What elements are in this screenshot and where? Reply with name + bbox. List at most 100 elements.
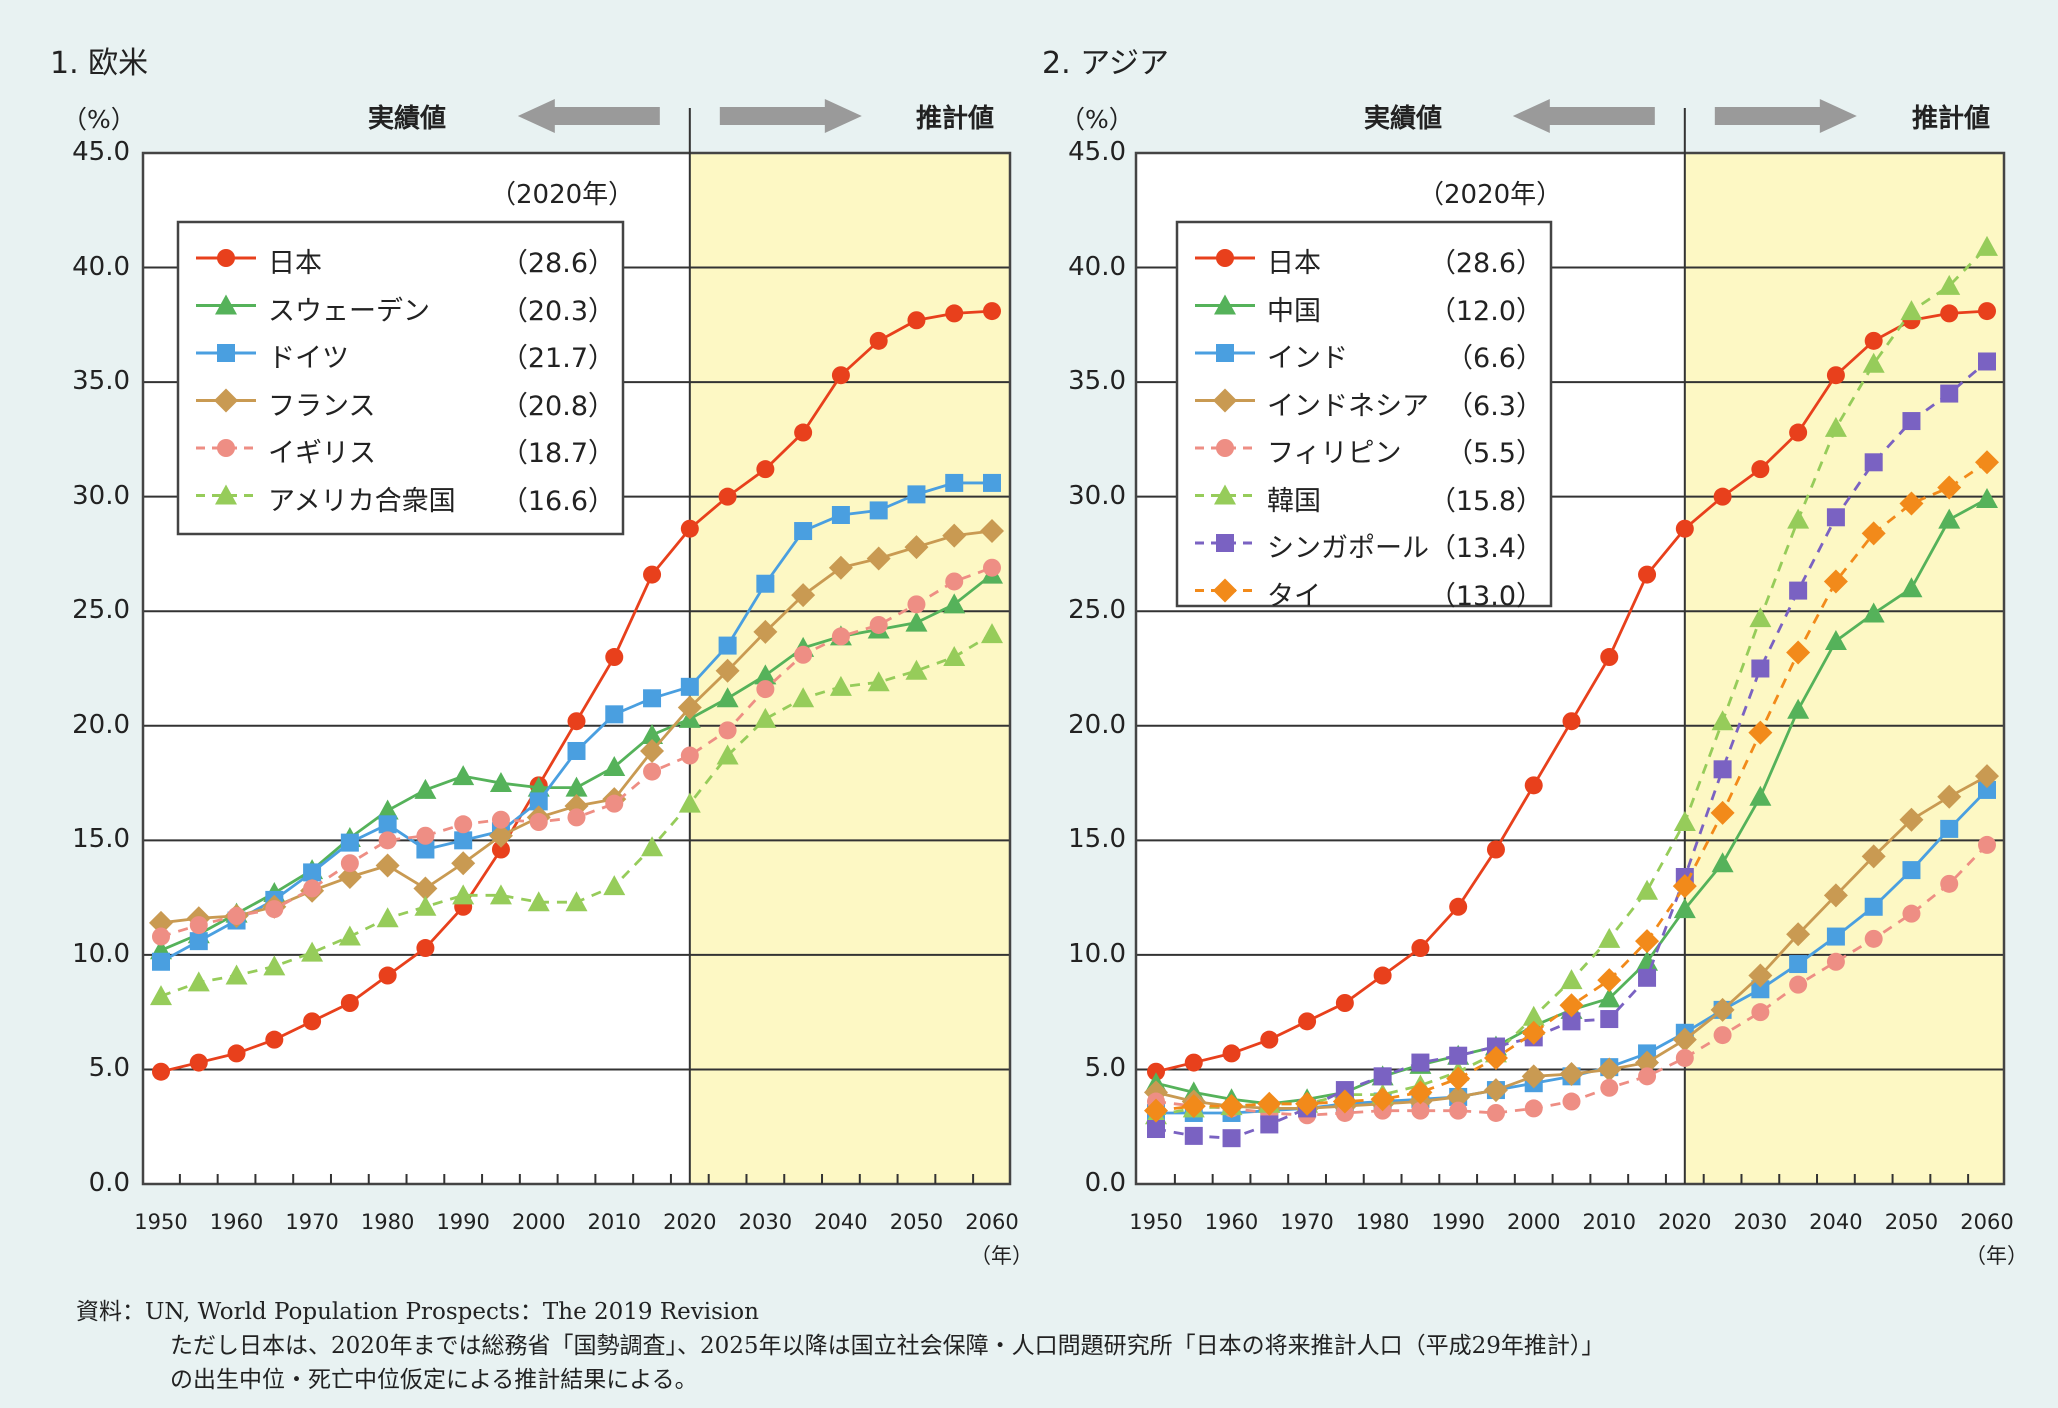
data-point — [1938, 274, 1961, 295]
y-tick-label: 20.0 — [1068, 709, 1126, 740]
data-point — [489, 884, 512, 905]
data-point — [677, 695, 702, 720]
x-tick-label: 1950 — [1129, 1210, 1183, 1234]
data-point — [378, 815, 397, 834]
data-point — [907, 595, 926, 614]
data-point — [1449, 1101, 1468, 1120]
data-point — [754, 707, 777, 728]
data-point — [1222, 1129, 1241, 1148]
data-point — [567, 741, 586, 760]
legend-marker — [215, 294, 237, 315]
data-point — [1978, 352, 1996, 371]
data-point — [152, 952, 170, 971]
data-point — [680, 519, 699, 538]
data-point — [152, 1062, 170, 1081]
y-tick-label: 25.0 — [1068, 595, 1126, 626]
data-point — [678, 792, 701, 813]
data-point — [980, 519, 1004, 544]
data-point — [1938, 508, 1961, 529]
data-point — [1713, 487, 1732, 506]
data-point — [1483, 1045, 1508, 1070]
legend-label: イギリス — [268, 438, 376, 469]
data-point — [1598, 927, 1621, 948]
legend-marker — [1214, 294, 1236, 315]
data-point — [1181, 1094, 1206, 1119]
data-point — [1899, 807, 1924, 832]
legend-marker — [214, 388, 238, 413]
data-point — [1411, 939, 1430, 958]
data-point — [792, 687, 815, 708]
data-point — [1749, 785, 1772, 806]
x-tick-label: 2000 — [1506, 1210, 1561, 1234]
data-point — [527, 891, 550, 912]
data-point — [454, 831, 473, 850]
legend-marker — [1216, 534, 1234, 552]
data-point — [227, 1044, 246, 1063]
data-point — [605, 648, 624, 667]
legend-marker — [1216, 249, 1234, 267]
legend-label: 日本 — [1267, 248, 1321, 279]
data-point — [905, 611, 928, 632]
data-point — [829, 675, 852, 696]
data-point — [756, 680, 775, 699]
series-タイ — [1144, 450, 1999, 1123]
data-point — [491, 840, 510, 859]
data-point — [378, 966, 397, 985]
data-point — [641, 723, 664, 744]
data-point — [491, 810, 510, 829]
data-point — [1902, 412, 1921, 431]
data-point — [1748, 720, 1773, 745]
x-tick-label: 2020 — [1658, 1210, 1712, 1234]
x-tick-label: 2050 — [1884, 1210, 1939, 1234]
data-point — [1864, 929, 1883, 948]
legend-label: シンガポール — [1267, 533, 1429, 564]
data-point — [489, 772, 512, 793]
data-point — [1978, 780, 1996, 799]
legend-box — [176, 220, 625, 536]
legend-marker — [1216, 344, 1234, 362]
legend-value: （13.0） — [1428, 580, 1543, 612]
data-point — [869, 331, 888, 350]
legend-marker — [217, 249, 235, 267]
data-point — [338, 925, 361, 946]
data-point — [1411, 1101, 1430, 1120]
data-point — [605, 705, 624, 724]
data-point — [375, 853, 400, 878]
data-point — [605, 794, 624, 813]
x-tick-label: 2040 — [1809, 1210, 1863, 1234]
data-point — [189, 1053, 208, 1072]
legend-label: 韓国 — [1267, 485, 1321, 517]
data-point — [1672, 874, 1697, 899]
series-日本 — [152, 302, 1001, 1081]
y-unit-label-west: （%） — [62, 105, 136, 134]
arrow-right-icon — [719, 99, 862, 133]
source-note: 資料：UN, World Population Prospects：The 20… — [76, 1299, 759, 1325]
data-point — [981, 623, 1003, 644]
y-tick-label: 5.0 — [1084, 1053, 1126, 1084]
legend-value: （28.6） — [500, 248, 615, 279]
data-point — [265, 900, 284, 919]
legend-label: タイ — [1267, 580, 1321, 612]
data-point — [1562, 712, 1581, 731]
data-point — [1144, 1098, 1168, 1123]
y-tick-label: 25.0 — [72, 595, 130, 626]
data-point — [869, 615, 888, 634]
y-tick-label: 5.0 — [88, 1053, 130, 1084]
data-point — [1636, 879, 1659, 900]
data-point — [1598, 987, 1621, 1008]
data-point — [1940, 874, 1959, 893]
legend-label: インド — [1267, 343, 1348, 374]
legend-label: 中国 — [1267, 295, 1321, 327]
data-point — [454, 815, 473, 834]
note-line-3: の出生中位・死亡中位仮定による推計結果による。 — [170, 1367, 698, 1393]
data-point — [567, 712, 586, 731]
data-point — [1257, 1091, 1282, 1116]
data-point — [1675, 519, 1694, 538]
legend-marker — [217, 344, 235, 362]
data-point — [414, 895, 437, 916]
data-point — [1446, 1084, 1471, 1109]
data-point — [1940, 384, 1959, 403]
data-point — [1976, 487, 1998, 508]
data-point — [1824, 416, 1847, 437]
